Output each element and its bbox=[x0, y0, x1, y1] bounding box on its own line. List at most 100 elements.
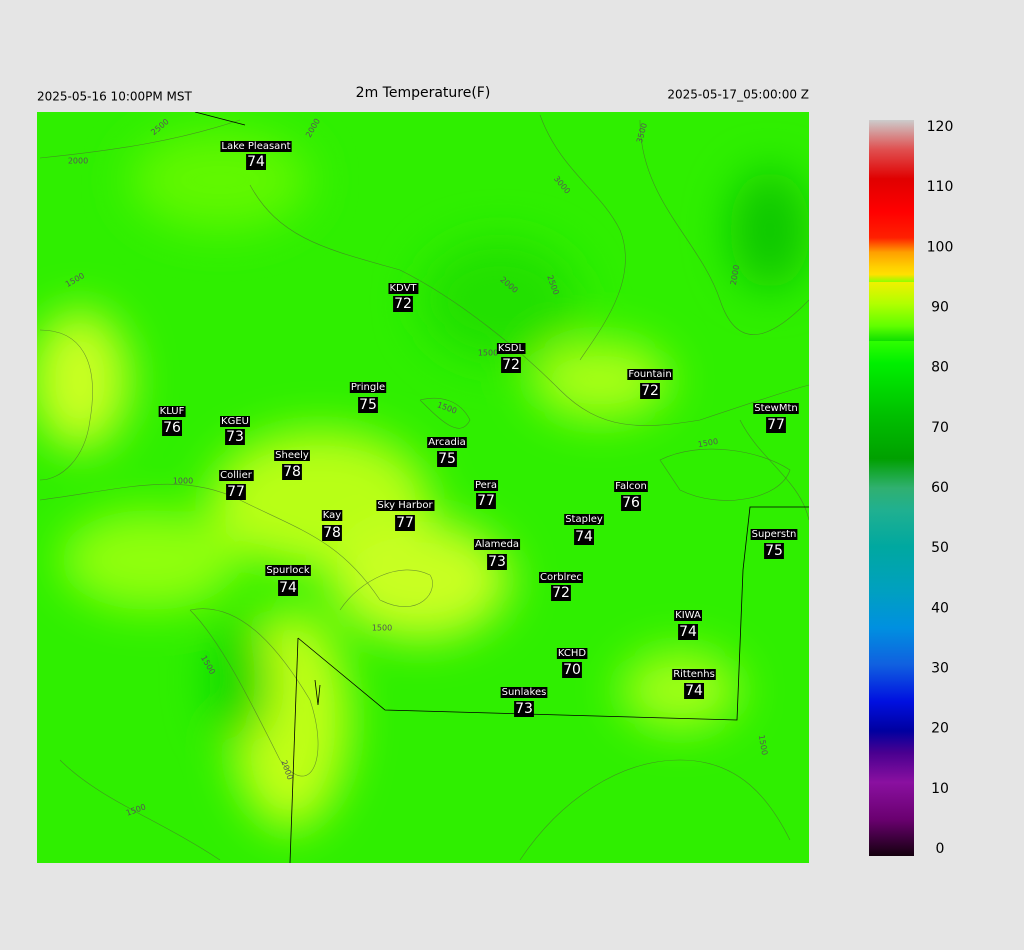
colorbar-tick-label: 100 bbox=[927, 239, 954, 255]
station: Fountain 72 bbox=[627, 369, 673, 399]
station-name-box bbox=[564, 514, 604, 525]
station-name: KGEU bbox=[221, 416, 249, 427]
station: Stapley 74 bbox=[564, 514, 604, 545]
station: KLUF 76 bbox=[158, 406, 186, 436]
colorbar-tick-label: 30 bbox=[931, 661, 949, 677]
station-value-box bbox=[358, 397, 378, 413]
station: KGEU 73 bbox=[220, 416, 250, 445]
station: KSDL 72 bbox=[496, 343, 526, 373]
colorbar-tick-label: 40 bbox=[931, 600, 949, 616]
station-value-box bbox=[395, 515, 415, 531]
station-name-box bbox=[672, 669, 716, 680]
colorbar-tick-label: 10 bbox=[931, 781, 949, 797]
station-value: 72 bbox=[641, 383, 659, 399]
boundaries bbox=[194, 112, 809, 863]
station-value: 75 bbox=[438, 451, 456, 467]
colorbar-tick-label: 0 bbox=[936, 841, 945, 857]
station-name-box bbox=[750, 529, 798, 540]
station-value: 78 bbox=[283, 464, 301, 480]
station-name-box bbox=[388, 283, 419, 294]
colorbar-tick-label: 70 bbox=[931, 420, 949, 436]
station-value: 74 bbox=[279, 580, 297, 596]
station-name-box bbox=[321, 510, 343, 521]
station-value: 72 bbox=[552, 585, 570, 601]
contour-label: 1500 bbox=[697, 437, 719, 449]
station-name-box bbox=[473, 480, 499, 491]
station: KIWA 74 bbox=[674, 610, 702, 640]
station-name: Falcon bbox=[615, 481, 647, 492]
station: Collier 77 bbox=[219, 470, 254, 500]
station-name: Alameda bbox=[475, 539, 519, 550]
station-value-box bbox=[278, 580, 298, 596]
station-name: Sheely bbox=[275, 450, 309, 461]
station-name: StewMtn bbox=[754, 403, 798, 414]
header-left: 2025-05-16 10:00PM MST bbox=[37, 90, 193, 104]
station-name: KDVT bbox=[389, 283, 417, 294]
station-name-box bbox=[753, 403, 799, 414]
station-value: 72 bbox=[502, 357, 520, 373]
station-name-box bbox=[220, 416, 250, 427]
station-value: 77 bbox=[477, 493, 495, 509]
station: StewMtn 77 bbox=[753, 403, 799, 433]
station-value-box bbox=[226, 484, 246, 500]
station: Superstn 75 bbox=[750, 529, 798, 559]
station-name: KCHD bbox=[558, 648, 587, 659]
station-name: Stapley bbox=[565, 514, 603, 525]
station-value: 77 bbox=[396, 515, 414, 531]
station: Arcadia 75 bbox=[427, 437, 467, 467]
warm-areas bbox=[37, 130, 809, 830]
station-name: Lake Pleasant bbox=[221, 141, 290, 152]
station-value: 74 bbox=[685, 683, 703, 699]
station-value-box bbox=[322, 525, 342, 541]
contour-label: 2000 bbox=[729, 264, 741, 286]
station-value: 77 bbox=[767, 417, 785, 433]
station-name: Collier bbox=[220, 470, 253, 481]
station-value-box bbox=[514, 701, 534, 717]
map-title: 2m Temperature(F) bbox=[356, 85, 491, 101]
station-name: Pringle bbox=[351, 382, 385, 393]
station-value-box bbox=[678, 624, 698, 640]
station-name-box bbox=[473, 539, 521, 550]
station-name-box bbox=[427, 437, 467, 448]
station-name-box bbox=[220, 141, 292, 152]
station-name: Sunlakes bbox=[502, 687, 547, 698]
station-name-box bbox=[496, 343, 526, 354]
station-value: 73 bbox=[515, 701, 533, 717]
station: Pera 77 bbox=[473, 480, 499, 509]
colorbar-tick-label: 120 bbox=[927, 119, 954, 135]
station-value: 74 bbox=[679, 624, 697, 640]
station-name-box bbox=[349, 382, 387, 393]
station-value: 72 bbox=[394, 296, 412, 312]
station: Rittenhs 74 bbox=[672, 669, 716, 699]
station-name: KLUF bbox=[160, 406, 185, 417]
station-value: 78 bbox=[323, 525, 341, 541]
station-value-box bbox=[487, 554, 507, 570]
station-value-box bbox=[562, 662, 582, 678]
station-value-box bbox=[246, 154, 266, 170]
station-value: 73 bbox=[226, 429, 244, 445]
station-name: Spurlock bbox=[266, 565, 310, 576]
station-name-box bbox=[274, 450, 310, 461]
station-name: Fountain bbox=[628, 369, 671, 380]
colorbar-tick-label: 50 bbox=[931, 540, 949, 556]
station-value-box bbox=[162, 420, 182, 436]
station-value-box bbox=[551, 585, 571, 601]
station-value-box bbox=[684, 683, 704, 699]
station-value-box bbox=[766, 417, 786, 433]
header-right: 2025-05-17_05:00:00 Z bbox=[667, 88, 809, 102]
station: Sunlakes 73 bbox=[500, 687, 548, 717]
station: Lake Pleasant 74 bbox=[220, 141, 292, 170]
colorbar-tick-label: 60 bbox=[931, 480, 949, 496]
station-value: 74 bbox=[575, 529, 593, 545]
station-value-box bbox=[621, 495, 641, 511]
station-value: 73 bbox=[488, 554, 506, 570]
station-name-box bbox=[556, 648, 588, 659]
station: KDVT 72 bbox=[388, 283, 419, 312]
colorbar-tick-label: 20 bbox=[931, 721, 949, 737]
station: Corblrec 72 bbox=[539, 572, 583, 601]
station-name-box bbox=[219, 470, 254, 481]
station-value-box bbox=[437, 451, 457, 467]
station-name-box bbox=[265, 565, 311, 576]
contour-label: 1500 bbox=[372, 624, 392, 633]
